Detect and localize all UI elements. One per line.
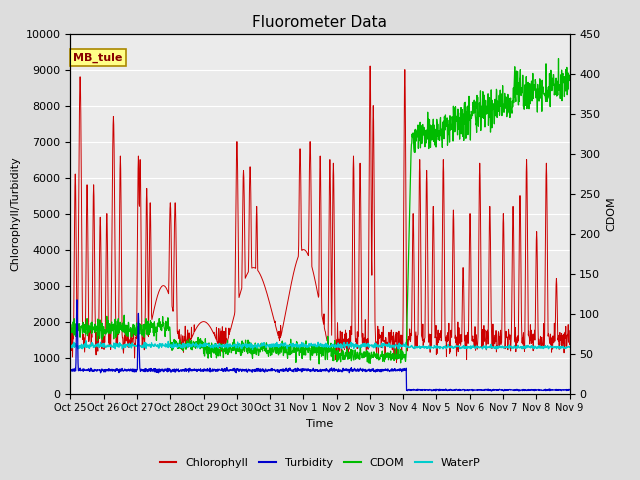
Title: Fluorometer Data: Fluorometer Data	[253, 15, 387, 30]
Legend: Chlorophyll, Turbidity, CDOM, WaterP: Chlorophyll, Turbidity, CDOM, WaterP	[155, 453, 485, 472]
Y-axis label: Chlorophyll/Turbidity: Chlorophyll/Turbidity	[10, 156, 20, 271]
Y-axis label: CDOM: CDOM	[606, 196, 616, 231]
X-axis label: Time: Time	[307, 419, 333, 429]
Text: MB_tule: MB_tule	[73, 53, 122, 63]
